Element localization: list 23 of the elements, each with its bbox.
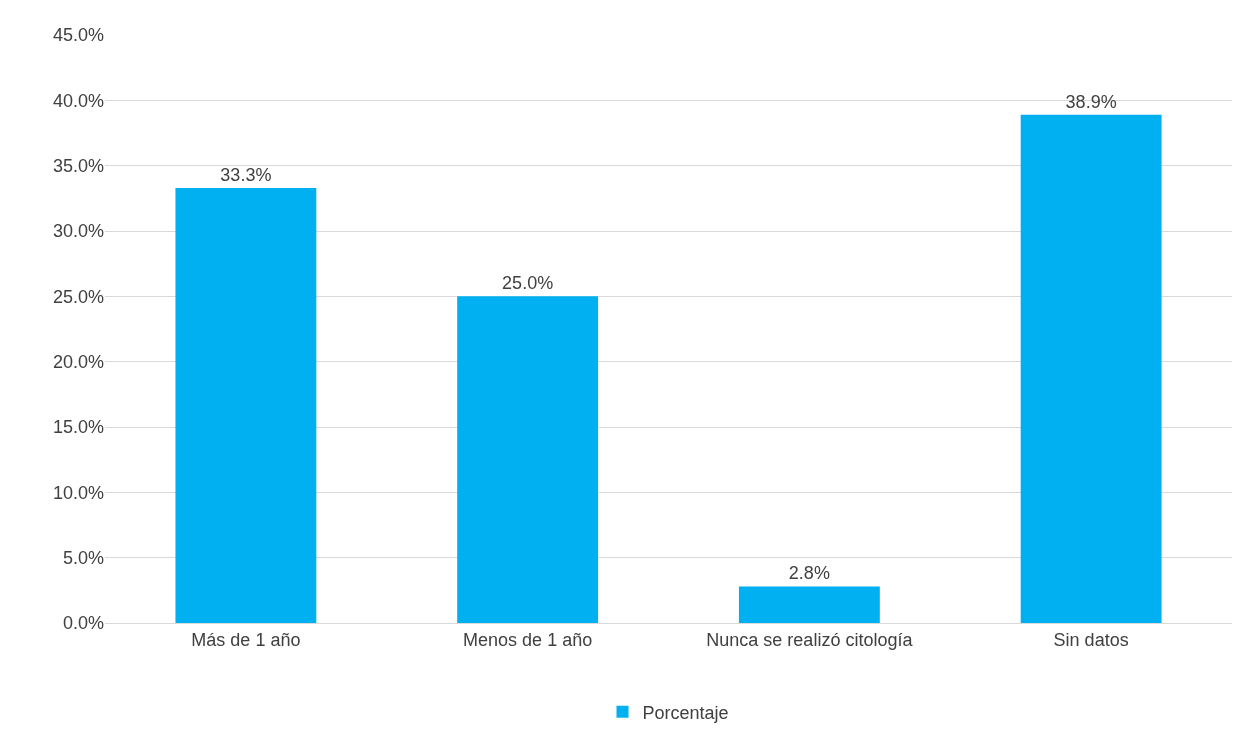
data-label: 2.8% (788, 563, 830, 584)
y-tick-label: 40.0% (52, 90, 104, 111)
y-tick-label: 0.0% (62, 613, 104, 634)
y-tick-label: 25.0% (52, 286, 104, 307)
bar (457, 296, 599, 623)
legend-label: Porcentaje (642, 702, 729, 723)
x-tick-label: Más de 1 año (191, 629, 301, 650)
x-tick-label: Menos de 1 año (463, 629, 593, 650)
y-tick-label: 10.0% (52, 482, 104, 503)
x-tick-label: Sin datos (1053, 629, 1129, 650)
y-tick-label: 35.0% (52, 155, 104, 176)
y-tick-label: 15.0% (52, 417, 104, 438)
y-tick-label: 20.0% (52, 351, 104, 372)
data-label: 25.0% (502, 273, 554, 294)
x-tick-label: Nunca se realizó citología (706, 629, 914, 650)
y-tick-label: 5.0% (62, 547, 104, 568)
data-label: 33.3% (220, 164, 272, 185)
bar (175, 187, 317, 623)
data-label: 38.9% (1065, 91, 1117, 112)
y-tick-label: 30.0% (52, 221, 104, 242)
bar (1020, 114, 1162, 623)
bar (738, 586, 880, 623)
y-tick-label: 45.0% (52, 25, 104, 46)
